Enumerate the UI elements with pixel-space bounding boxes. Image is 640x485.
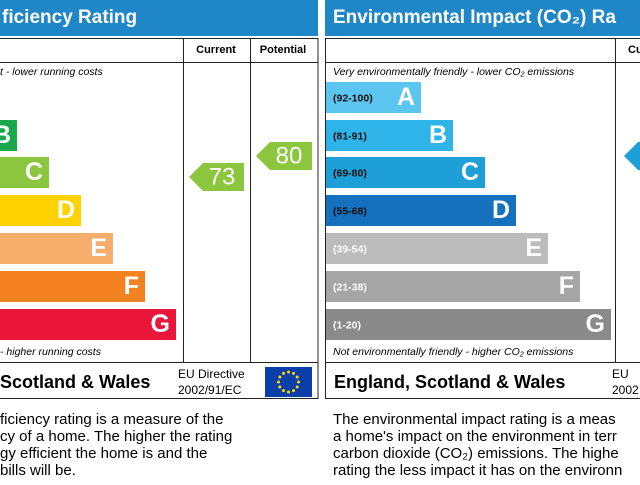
eu-star [297, 381, 300, 384]
potential-rating: 80 [276, 142, 303, 169]
eu-star [287, 371, 290, 374]
column-header: Potential [260, 44, 306, 56]
band-letter: G [586, 310, 605, 338]
band-letter: F [559, 272, 574, 300]
band-letter: E [90, 234, 107, 262]
current-arrow [624, 142, 640, 170]
description-line: a home's impact on the environment in te… [333, 428, 617, 445]
directive: EU Directive [178, 367, 245, 381]
eu-star [296, 386, 299, 389]
eu-star [278, 386, 281, 389]
footer-region: England, Scotland & Wales [334, 372, 565, 392]
band-range: (21-38) [333, 281, 367, 293]
eu-star [282, 389, 285, 392]
band-letter: E [525, 234, 542, 262]
description-line: cy of a home. The higher the rating [0, 428, 232, 445]
top-note: t - lower running costs [0, 66, 103, 78]
band-letter: D [492, 196, 510, 224]
title: ficiency Rating [2, 7, 137, 28]
top-note: Very environmentally friendly - lower CO… [333, 66, 575, 78]
band-letter: D [57, 196, 75, 224]
column-header: Current [196, 44, 236, 56]
band-range: (69-80) [333, 167, 367, 179]
band-letter: C [25, 158, 43, 186]
footer-region: Scotland & Wales [0, 372, 150, 392]
bottom-note: Not environmentally friendly - higher CO… [333, 346, 574, 358]
band-letter: A [397, 83, 415, 111]
eu-star [278, 376, 281, 379]
directive: 2002/91/EC [178, 383, 242, 397]
eu-star [282, 372, 285, 375]
rating-band [326, 309, 611, 340]
eu-star [287, 391, 290, 394]
table-frame [0, 38, 640, 399]
band-letter: F [124, 272, 139, 300]
description-line: The environmental impact rating is a mea… [333, 411, 616, 428]
band-range: (55-68) [333, 205, 367, 217]
band-letter: B [0, 121, 11, 149]
bottom-note: - higher running costs [0, 346, 102, 358]
dynamic-layer: BCDEFG(92-100)A(81-91)B(69-80)C(55-68)D(… [0, 82, 622, 479]
description-line: gy efficient the home is and the [0, 445, 207, 462]
band-range: (92-100) [333, 92, 373, 104]
directive: EU [612, 367, 629, 381]
eu-star [296, 376, 299, 379]
band-range: (81-91) [333, 130, 367, 142]
description-line: rating the less impact it has on the env… [333, 462, 622, 479]
eu-star [292, 372, 295, 375]
column-header: Cu [628, 44, 640, 56]
band-letter: B [429, 121, 447, 149]
description-line: carbon dioxide (CO₂) emissions. The high… [333, 445, 619, 462]
directive: 2002 [612, 383, 639, 397]
band-range: (1-20) [333, 319, 361, 331]
title: Environmental Impact (CO₂) Ra [333, 7, 616, 28]
eu-star [277, 381, 280, 384]
eu-star [292, 389, 295, 392]
band-range: (39-54) [333, 243, 367, 255]
band-letter: G [151, 310, 170, 338]
description-line: bills will be. [0, 462, 76, 479]
current-rating: 73 [209, 163, 236, 190]
description-line: ficiency rating is a measure of the [0, 411, 223, 428]
band-letter: C [461, 158, 479, 186]
